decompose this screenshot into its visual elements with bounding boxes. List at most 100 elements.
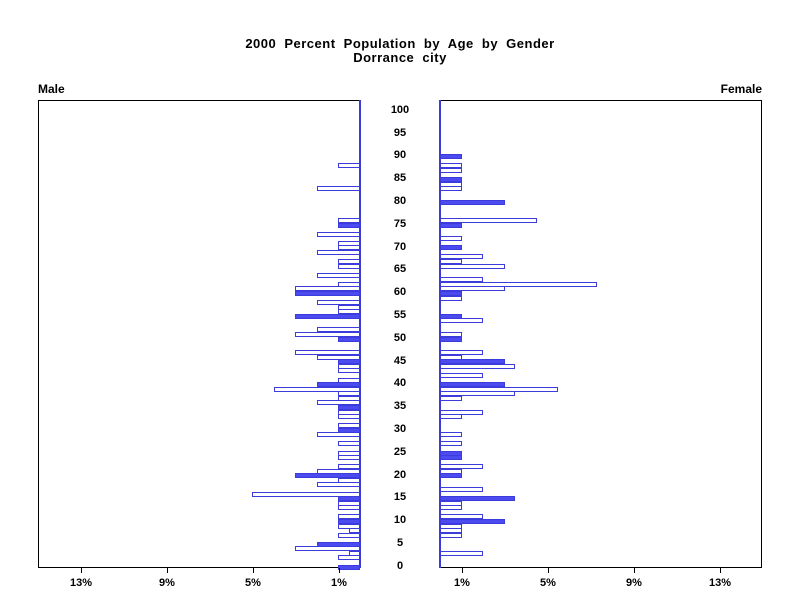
age-tick-label-95: 95 [393, 126, 407, 139]
male-bar-age-29 [317, 432, 360, 438]
male-bar-age-10 [338, 518, 360, 524]
male-bar-age-11 [338, 514, 360, 520]
female-bar-age-50 [440, 336, 462, 342]
female-bar-age-24 [440, 455, 462, 461]
male-bar-age-20 [295, 473, 360, 479]
female-bar-age-70 [440, 245, 462, 251]
female-bar-age-54 [440, 318, 483, 324]
male-bar-age-18 [317, 482, 360, 488]
female-bar-age-84 [440, 181, 462, 187]
female-bar-age-14 [440, 500, 462, 506]
male-bar-age-47 [295, 350, 360, 356]
female-axis-baseline [439, 100, 441, 568]
female-bar-age-66 [440, 263, 505, 269]
male-bar-age-13 [338, 505, 360, 511]
male-bar-age-0 [338, 564, 360, 570]
male-bar-age-50 [338, 336, 360, 342]
male-bar-age-46 [317, 354, 360, 360]
male-bar-age-83 [317, 186, 360, 191]
female-bar-age-62 [440, 281, 597, 287]
male-bar-age-56 [338, 309, 360, 315]
male-axis-baseline [359, 100, 361, 568]
male-bar-age-66 [338, 263, 360, 269]
male-bar-age-55 [295, 313, 360, 319]
male-bar-age-35 [338, 404, 360, 410]
male-pct-tick-label-9: 9% [159, 577, 175, 589]
chart-subtitle: Dorrance city [353, 50, 447, 65]
male-bar-age-75 [338, 222, 360, 228]
female-bar-age-68 [440, 254, 483, 260]
age-tick-label-30: 30 [393, 423, 407, 435]
male-bar-age-9 [338, 523, 360, 529]
male-pct-tick-1 [339, 568, 340, 573]
female-plot-area [440, 100, 762, 568]
male-bar-age-24 [338, 455, 360, 461]
male-bar-age-70 [338, 245, 360, 251]
female-bar-age-29 [440, 432, 462, 438]
age-tick-label-85: 85 [393, 172, 407, 185]
female-bar-age-10 [440, 518, 505, 524]
female-bar-age-72 [440, 236, 462, 242]
female-pct-tick-5 [548, 568, 549, 573]
male-bar-age-41 [338, 377, 360, 383]
age-tick-label-50: 50 [393, 331, 407, 344]
female-bar-age-59 [440, 295, 462, 301]
male-bar-age-88 [338, 163, 360, 169]
female-bar-age-9 [440, 523, 462, 529]
age-tick-label-60: 60 [393, 286, 407, 299]
female-bar-age-63 [440, 277, 483, 283]
female-bar-age-51 [440, 331, 462, 337]
age-tick-label-20: 20 [393, 468, 407, 481]
female-bar-age-90 [440, 154, 462, 160]
male-bar-age-37 [338, 395, 360, 401]
male-bar-age-14 [338, 500, 360, 506]
age-tick-label-15: 15 [393, 491, 407, 504]
male-pct-tick-9 [167, 568, 168, 573]
age-tick-label-35: 35 [393, 400, 407, 413]
male-bar-age-21 [317, 468, 360, 474]
female-bar-age-22 [440, 464, 483, 470]
female-bar-age-61 [440, 286, 505, 292]
male-bar-age-33 [338, 414, 360, 419]
male-pct-tick-label-1: 1% [331, 577, 347, 589]
female-bar-age-42 [440, 373, 483, 378]
male-bar-age-27 [338, 441, 360, 447]
female-bar-age-46 [440, 354, 462, 360]
male-bar-age-69 [317, 249, 360, 255]
female-bar-age-44 [440, 363, 515, 369]
age-tick-label-25: 25 [393, 445, 407, 458]
male-bar-age-73 [317, 231, 360, 237]
male-plot-area [38, 100, 360, 570]
age-tick-label-55: 55 [393, 309, 407, 321]
male-bar-age-22 [338, 464, 360, 470]
age-tick-label-90: 90 [393, 149, 407, 162]
male-bar-age-51 [295, 331, 360, 337]
female-bar-age-27 [440, 441, 462, 447]
male-bar-age-45 [338, 359, 360, 365]
female-bar-age-3 [440, 550, 483, 556]
male-pct-tick-label-5: 5% [245, 577, 261, 589]
female-bar-age-7 [440, 532, 462, 538]
female-bar-age-85 [440, 176, 462, 182]
female-bar-age-87 [440, 167, 462, 173]
male-bar-age-4 [295, 546, 360, 552]
female-bar-age-38 [440, 391, 515, 397]
male-bar-age-31 [338, 423, 360, 429]
male-bar-age-43 [338, 368, 360, 374]
male-pct-tick-13 [81, 568, 82, 573]
female-bar-age-15 [440, 496, 515, 502]
age-tick-label-0: 0 [396, 559, 404, 572]
male-bar-age-19 [338, 477, 360, 483]
female-pct-tick-label-5: 5% [540, 577, 556, 589]
female-bar-age-17 [440, 487, 483, 492]
male-bar-age-5 [317, 541, 360, 547]
female-pct-tick-13 [720, 568, 721, 573]
female-bar-age-67 [440, 259, 462, 264]
female-pct-tick-label-9: 9% [626, 577, 642, 589]
female-pct-tick-9 [634, 568, 635, 573]
female-pct-tick-1 [462, 568, 463, 573]
female-bar-age-11 [440, 514, 483, 520]
male-bar-age-62 [338, 281, 360, 287]
female-bar-age-75 [440, 222, 462, 228]
